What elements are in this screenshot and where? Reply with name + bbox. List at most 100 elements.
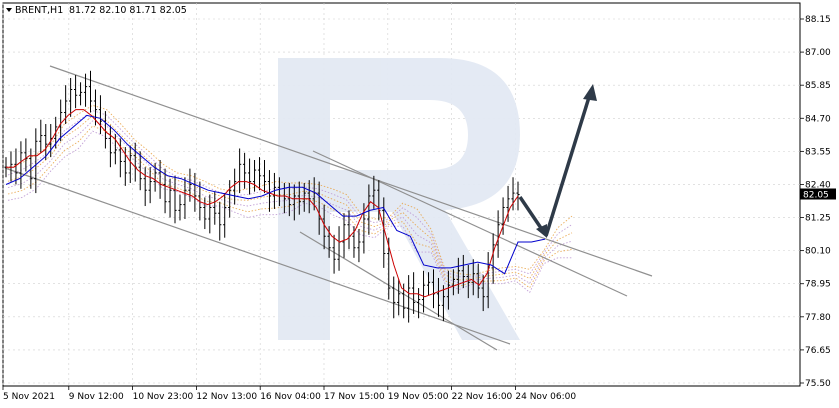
candle — [44, 124, 48, 160]
candle — [183, 177, 187, 219]
candle — [501, 197, 505, 235]
candle — [367, 184, 371, 235]
candle — [511, 177, 515, 211]
candle — [168, 178, 172, 218]
trend-line — [4, 167, 511, 345]
y-tick-label: 85.85 — [805, 81, 831, 91]
y-tick-label: 88.15 — [805, 15, 831, 25]
arrow-head-down-icon — [536, 224, 547, 238]
candle — [491, 233, 495, 284]
trend-line — [312, 150, 628, 297]
y-tick-label: 75.50 — [805, 379, 831, 389]
ohlc-values: 81.72 82.10 81.71 82.05 — [69, 5, 187, 16]
candle — [69, 77, 73, 117]
forecast-arrows — [518, 84, 597, 238]
candle — [471, 259, 475, 296]
candle — [228, 180, 232, 218]
candle — [163, 168, 167, 214]
cloud-band — [7, 115, 573, 281]
candle — [317, 181, 321, 235]
candle — [476, 263, 480, 299]
candle — [148, 167, 152, 204]
candle — [138, 151, 142, 191]
cloud-band — [7, 120, 573, 284]
x-tick-label: 9 Nov 12:00 — [69, 392, 124, 402]
arrow-head-up-icon — [583, 84, 597, 101]
candle — [456, 257, 460, 294]
y-tick-label: 76.65 — [805, 346, 831, 356]
forecast-arrow-up — [544, 93, 592, 237]
candle — [392, 276, 396, 319]
x-tick-label: 17 Nov 15:00 — [324, 392, 385, 402]
candle — [416, 288, 421, 319]
candle — [332, 234, 336, 274]
candle — [128, 145, 132, 184]
candle — [446, 270, 451, 310]
candle — [412, 272, 416, 314]
candle — [451, 269, 455, 296]
candle — [19, 141, 23, 189]
candle — [188, 168, 192, 202]
candle — [208, 194, 212, 234]
candle — [108, 125, 112, 168]
x-tick-label: 22 Nov 16:00 — [452, 392, 513, 402]
current-price-tag: 82.05 — [800, 188, 836, 201]
candle — [257, 157, 262, 191]
y-tick-label: 87.00 — [805, 48, 831, 58]
y-tick-label: 81.25 — [805, 214, 831, 224]
x-tick-label: 5 Nov 2021 — [3, 392, 55, 402]
dropdown-triangle-icon[interactable] — [6, 8, 12, 12]
candle — [287, 183, 291, 217]
candle — [387, 237, 391, 300]
y-tick-label: 82.40 — [805, 180, 831, 190]
candle — [441, 285, 446, 322]
candle — [88, 70, 93, 113]
candle — [83, 73, 88, 107]
y-tick-label: 78.95 — [805, 280, 831, 290]
candle — [262, 159, 267, 194]
candle — [322, 204, 326, 250]
candle — [397, 279, 401, 316]
tenkan-sen-line — [6, 109, 519, 298]
candle — [218, 201, 222, 241]
candle — [481, 275, 485, 312]
candle — [223, 193, 227, 238]
time-axis[interactable]: 5 Nov 2021 9 Nov 12:00 10 Nov 23:00 12 Nov … — [2, 386, 576, 402]
candle — [198, 181, 202, 221]
x-tick-label: 10 Nov 23:00 — [133, 392, 194, 402]
candle — [516, 181, 520, 211]
candle — [357, 229, 361, 263]
candle — [506, 185, 510, 222]
candle — [98, 95, 103, 135]
candle — [213, 191, 217, 225]
candle — [243, 152, 247, 189]
chart-header: BRENT,H1 81.72 82.10 81.71 82.05 — [6, 5, 187, 16]
candle — [34, 128, 38, 194]
ichimoku-lines — [5, 109, 546, 298]
svg-text:82.05: 82.05 — [803, 191, 829, 201]
candle — [39, 119, 43, 153]
candle — [173, 175, 177, 224]
candle — [436, 277, 441, 317]
x-tick-label: 12 Nov 13:00 — [196, 392, 257, 402]
candle — [372, 175, 376, 209]
x-tick-label: 24 Nov 06:00 — [515, 392, 576, 402]
x-tick-label: 16 Nov 04:00 — [260, 392, 321, 402]
candle — [267, 170, 272, 212]
candle — [421, 270, 426, 313]
candle — [73, 75, 78, 109]
candlestick-series — [4, 70, 520, 323]
y-tick-label: 83.55 — [805, 147, 831, 157]
candle — [78, 82, 83, 106]
candle — [59, 99, 63, 142]
kijun-sen-line — [5, 114, 546, 275]
candle — [118, 138, 122, 178]
x-tick-label: 19 Nov 05:00 — [388, 392, 449, 402]
candle — [342, 213, 346, 258]
trend-line — [49, 65, 653, 277]
symbol-label: BRENT,H1 — [15, 5, 63, 16]
candle — [407, 275, 411, 323]
price-axis[interactable]: 88.15 87.00 85.85 84.70 83.55 82.40 81.25 80.10… — [800, 15, 831, 389]
candle — [247, 158, 252, 195]
